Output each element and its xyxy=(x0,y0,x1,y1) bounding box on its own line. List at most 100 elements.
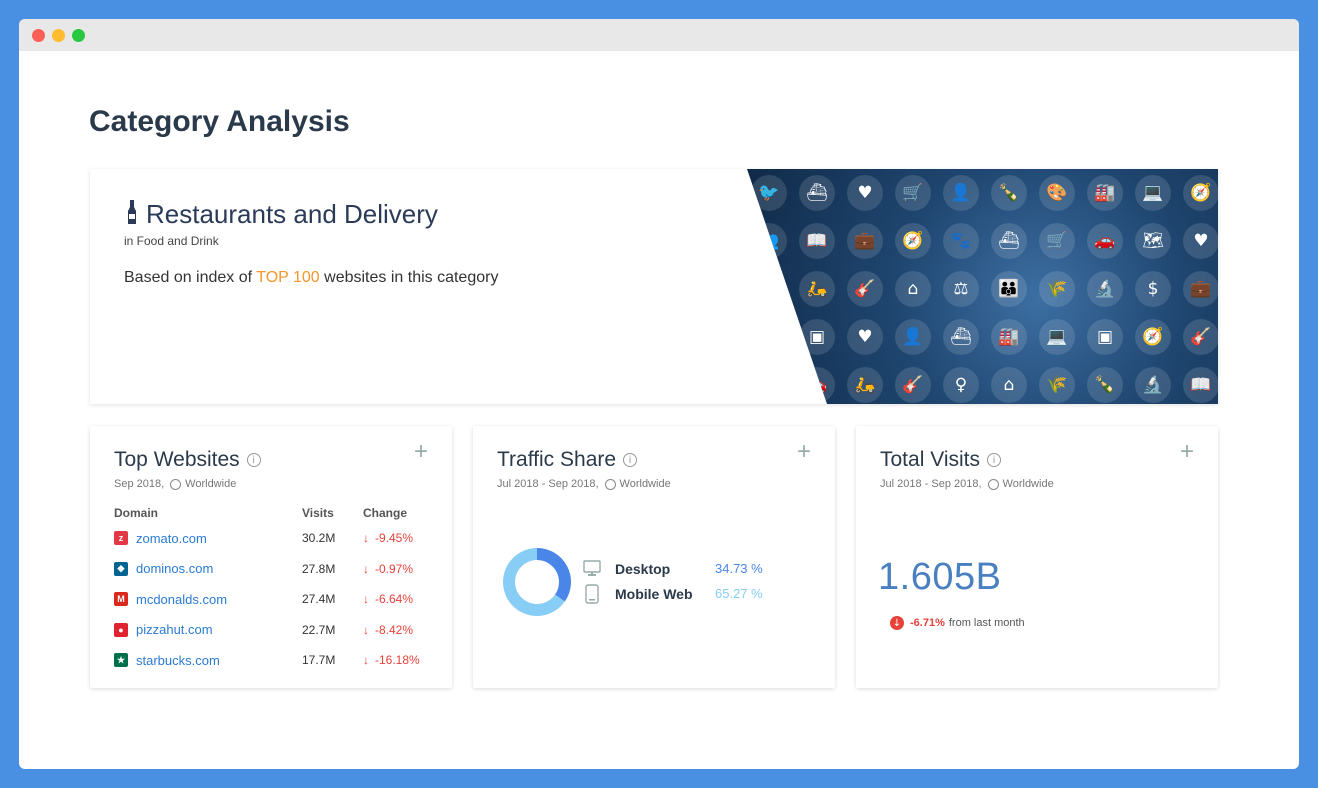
index-suffix: websites in this category xyxy=(319,269,499,286)
browser-window: Category Analysis Restaurants and Delive… xyxy=(19,19,1299,769)
site-favicon-icon: z xyxy=(114,531,128,546)
visits-cell: 17.7M xyxy=(302,653,336,668)
heart-icon: ♥ xyxy=(847,175,883,211)
scooter-icon: 🛵 xyxy=(847,367,883,403)
change-cell: ↓ -0.97% xyxy=(363,554,428,585)
category-heading: Restaurants and Delivery xyxy=(124,199,438,230)
globe-icon xyxy=(170,478,182,490)
arrow-down-icon: ↓ xyxy=(363,561,369,576)
donut-slice-desktop[interactable] xyxy=(537,548,571,602)
wallet-icon: ▣ xyxy=(799,319,835,355)
heart-icon: ♥ xyxy=(1183,223,1218,259)
category-parent: in Food and Drink xyxy=(124,234,219,248)
traffic-share-legend: Desktop 34.73 % Mobile Web 65.27 % xyxy=(583,556,763,606)
domain-column-header[interactable]: Domain xyxy=(114,506,159,520)
domain-name: zomato.com xyxy=(136,530,207,546)
domain-link[interactable]: z zomato.com xyxy=(114,531,302,546)
top-websites-card: Top Websites i + Sep 2018, Worldwide Dom… xyxy=(90,426,452,688)
home-icon: ⌂ xyxy=(991,367,1027,403)
arrow-down-icon: ↓ xyxy=(890,616,904,630)
period-text: Sep 2018, xyxy=(114,478,165,490)
compass-icon: 🧭 xyxy=(1135,319,1171,355)
trend-change: -6.71% xyxy=(910,617,945,629)
visits-cell: 22.7M xyxy=(302,622,336,637)
region-text: Worldwide xyxy=(619,478,671,490)
info-icon[interactable]: i xyxy=(246,453,261,467)
visits-column-header[interactable]: Visits xyxy=(302,506,334,520)
change-value: -6.64% xyxy=(375,592,414,607)
donut-slice-mobile[interactable] xyxy=(503,548,565,616)
twitter-icon: 🐦 xyxy=(751,175,787,211)
close-window-button[interactable] xyxy=(32,29,45,42)
bottle-icon: 🍾 xyxy=(1087,367,1123,403)
coins-icon: $ xyxy=(1135,271,1171,307)
total-visits-trend: ↓ -6.71% from last month xyxy=(890,616,1025,630)
factory-icon: 🏭 xyxy=(991,319,1027,355)
car-icon: 🚗 xyxy=(1087,223,1123,259)
compass-icon: 🧭 xyxy=(1183,175,1218,211)
wheat-icon: 🌾 xyxy=(1039,367,1075,403)
people-icon: 👥 xyxy=(751,223,787,259)
add-widget-plus-icon[interactable]: + xyxy=(796,438,811,465)
page-title: Category Analysis xyxy=(89,105,350,138)
site-favicon-icon: M xyxy=(114,592,128,607)
maximize-window-button[interactable] xyxy=(72,29,85,42)
domain-cell: z zomato.com xyxy=(114,523,302,554)
traffic-share-card: Traffic Share i + Jul 2018 - Sep 2018, W… xyxy=(473,426,835,688)
guitar-icon: 🎸 xyxy=(895,367,931,403)
domain-link[interactable]: ◆ dominos.com xyxy=(114,561,302,576)
index-highlight[interactable]: TOP 100 xyxy=(256,269,320,286)
table-row: ● pizzahut.com 22.7M ↓ -8.42% xyxy=(114,615,428,646)
domain-link[interactable]: ★ starbucks.com xyxy=(114,653,302,668)
category-banner: Restaurants and Delivery in Food and Dri… xyxy=(90,169,1218,404)
visits-cell: 27.4M xyxy=(302,592,336,607)
change-value: -8.42% xyxy=(375,622,414,637)
top-websites-title: Top Websites i xyxy=(114,448,261,472)
total-visits-title: Total Visits i xyxy=(880,448,1001,472)
donut-chart xyxy=(503,548,571,616)
total-visits-subtitle: Jul 2018 - Sep 2018, Worldwide xyxy=(880,478,1054,490)
laptop-icon: 💻 xyxy=(1039,319,1075,355)
legend-desktop: Desktop 34.73 % xyxy=(583,556,763,581)
traffic-share-donut xyxy=(501,546,573,623)
visits-cell: 30.2M xyxy=(302,531,336,546)
ship-icon: ⛴ xyxy=(799,175,835,211)
cart-icon: 🛒 xyxy=(895,175,931,211)
cart-icon: 🛒 xyxy=(1039,223,1075,259)
region-text: Worldwide xyxy=(1002,478,1054,490)
category-icon-pattern: 🐦 ⛴ ♥ 🛒 👤 🍾 🎨 🏭 💻 🧭 👥 📖 💼 🧭 🐾 ⛴ 🛒 🚗 🗺 ♥ 🛵 🎸 ⌂ ⚖ 👪 🌾 🔬 $ 💼 ▣ ♥ 👤 ⛴ 🏭 💻 ▣ 🧭 🎸 🚗 🛵… xyxy=(747,169,1218,404)
minimize-window-button[interactable] xyxy=(52,29,65,42)
top-websites-rows: z zomato.com 30.2M ↓ -9.45% ◆ dominos.com 27.8M… xyxy=(114,523,428,676)
top-websites-subtitle: Sep 2018, Worldwide xyxy=(114,478,236,490)
car-icon: 🚗 xyxy=(799,367,835,403)
total-visits-card: Total Visits i + Jul 2018 - Sep 2018, Wo… xyxy=(856,426,1218,688)
category-title: Restaurants and Delivery xyxy=(146,199,438,229)
change-column-header[interactable]: Change xyxy=(363,506,408,520)
region-text: Worldwide xyxy=(185,478,237,490)
ship-icon: ⛴ xyxy=(943,319,979,355)
index-description: Based on index of TOP 100 websites in th… xyxy=(124,269,498,287)
legend-desktop-label: Desktop xyxy=(615,560,671,577)
legend-desktop-value: 34.73 % xyxy=(715,561,763,576)
site-favicon-icon: ★ xyxy=(114,653,128,668)
wallet-icon: ▣ xyxy=(1087,319,1123,355)
heart-icon: ♥ xyxy=(847,319,883,355)
info-icon[interactable]: i xyxy=(623,453,638,467)
total-visits-title-text: Total Visits xyxy=(880,448,980,471)
legend-mobile-label: Mobile Web xyxy=(615,585,693,602)
add-widget-plus-icon[interactable]: + xyxy=(1179,438,1194,465)
traffic-share-subtitle: Jul 2018 - Sep 2018, Worldwide xyxy=(497,478,671,490)
paw-icon: 🐾 xyxy=(943,223,979,259)
change-cell: ↓ -8.42% xyxy=(363,615,428,646)
home-icon: ⌂ xyxy=(895,271,931,307)
legend-mobile: Mobile Web 65.27 % xyxy=(583,581,763,606)
info-icon[interactable]: i xyxy=(987,453,1001,467)
book-icon: 📖 xyxy=(799,223,835,259)
group-icon: 👪 xyxy=(991,271,1027,307)
top-websites-table: Domain Visits Change z zomato.com 30.2M ↓ -9… xyxy=(114,506,428,676)
arrow-down-icon: ↓ xyxy=(363,531,369,546)
trend-suffix: from last month xyxy=(948,617,1025,629)
domain-link[interactable]: ● pizzahut.com xyxy=(114,622,302,637)
add-widget-plus-icon[interactable]: + xyxy=(413,438,428,465)
